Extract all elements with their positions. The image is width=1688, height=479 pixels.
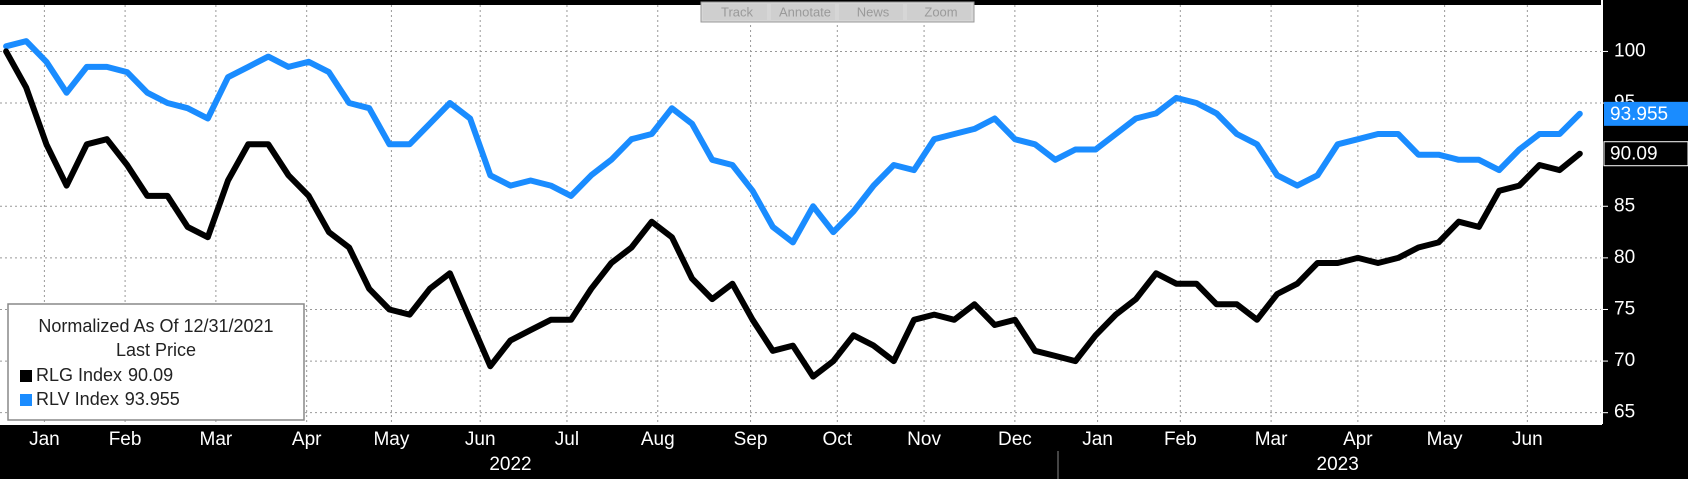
x-tick-label: Aug [641, 429, 675, 450]
series-line [3, 48, 1583, 380]
y-tick-label: 65 [1614, 402, 1635, 423]
x-tick-label: Oct [823, 429, 853, 450]
x-tick-label: Jun [1512, 429, 1543, 450]
x-tick-label: Mar [1255, 429, 1288, 450]
toolbar-label[interactable]: Annotate [779, 4, 831, 19]
x-tick-label: Apr [292, 429, 322, 450]
x-tick-label: Feb [109, 429, 142, 450]
year-label: 2022 [489, 454, 531, 475]
legend-title: Normalized As Of 12/31/2021 [38, 316, 273, 336]
toolbar-label[interactable]: Zoom [924, 4, 957, 19]
toolbar-button[interactable] [771, 4, 835, 20]
x-tick-label: Jun [465, 429, 496, 450]
y-tick-label: 70 [1614, 350, 1635, 371]
toolbar-button[interactable] [703, 4, 767, 20]
y-tick-label: 100 [1614, 40, 1646, 61]
year-label: 2023 [1317, 454, 1359, 475]
toolbar: Track Annotate News Zoom [700, 1, 975, 23]
x-tick-label: Jan [1082, 429, 1113, 450]
toolbar-label[interactable]: Track [721, 4, 754, 19]
y-tick-label: 75 [1614, 298, 1635, 319]
y-tick-label: 80 [1614, 247, 1635, 268]
x-tick-label: Jan [29, 429, 60, 450]
legend-swatch [20, 394, 32, 406]
x-tick-label: Feb [1164, 429, 1197, 450]
x-tick-label: May [1427, 429, 1463, 450]
toolbar-button[interactable] [907, 4, 971, 20]
toolbar-label[interactable]: News [857, 4, 890, 19]
x-tick-label: Nov [907, 429, 941, 450]
toolbar-button[interactable] [839, 4, 903, 20]
y-tick-label: 85 [1614, 195, 1635, 216]
legend-label: RLV Index [36, 389, 119, 409]
last-value-label: 90.09 [1610, 144, 1658, 165]
x-tick-label: May [373, 429, 409, 450]
legend-box [7, 303, 305, 421]
series-line [3, 38, 1583, 246]
legend-value: 93.955 [125, 389, 180, 409]
x-tick-label: Apr [1343, 429, 1373, 450]
legend-value: 90.09 [128, 365, 173, 385]
x-tick-label: Mar [200, 429, 233, 450]
toolbar-box [700, 1, 975, 23]
last-value-label: 93.955 [1610, 104, 1668, 125]
last-value-badge [1603, 141, 1688, 167]
legend-label: RLG Index [36, 365, 122, 385]
x-tick-label: Sep [734, 429, 768, 450]
lines [3, 38, 1583, 380]
legend: Normalized As Of 12/31/2021 Last Price R… [7, 303, 305, 421]
legend-subtitle: Last Price [116, 340, 196, 360]
x-tick-label: Jul [555, 429, 579, 450]
last-value-badge [1604, 101, 1688, 126]
x-tick-label: Dec [998, 429, 1032, 450]
legend-swatch [20, 370, 32, 382]
